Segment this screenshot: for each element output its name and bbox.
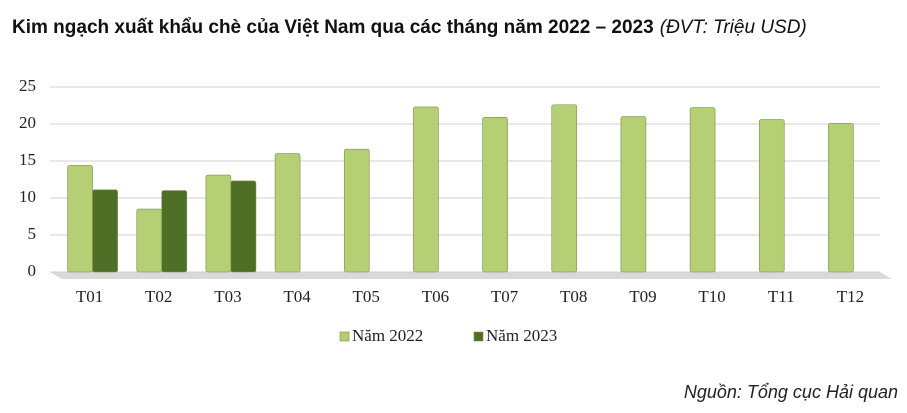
bar: [343, 148, 370, 273]
bar: [136, 208, 163, 273]
x-tick-label: T03: [214, 287, 241, 306]
legend-swatch: [473, 331, 484, 342]
floor: [50, 272, 892, 279]
legend-label: Năm 2022: [352, 326, 423, 345]
bar: [161, 190, 188, 273]
x-tick-label: T06: [422, 287, 449, 306]
y-tick-label: 25: [19, 76, 36, 95]
y-tick-label: 0: [28, 261, 37, 280]
bar: [205, 174, 232, 273]
chart-subtitle: (ĐVT: Triệu USD): [660, 17, 807, 38]
legend-label: Năm 2023: [486, 326, 557, 345]
x-tick-label: T08: [560, 287, 587, 306]
bar: [274, 153, 301, 273]
x-tick-label: T12: [837, 287, 864, 306]
source: Nguồn: Tổng cục Hải quan: [684, 382, 898, 402]
bar: [828, 122, 854, 273]
x-tick-label: T04: [283, 287, 311, 306]
y-tick-label: 10: [19, 187, 36, 206]
y-tick-label: 20: [19, 113, 36, 132]
bar: [482, 117, 508, 273]
y-tick-label: 5: [28, 224, 37, 243]
y-tick-label: 15: [19, 150, 36, 169]
x-tick-label: T01: [76, 287, 103, 306]
x-tick-label: T02: [145, 287, 172, 306]
x-tick-label: T10: [698, 287, 725, 306]
x-tick-label: T11: [768, 287, 795, 306]
bar: [620, 116, 647, 273]
bar: [230, 180, 257, 273]
title-line: Kim ngạch xuất khẩu chè của Việt Nam qua…: [12, 17, 807, 38]
bar: [413, 106, 439, 273]
bar: [67, 165, 93, 273]
legend-swatch: [339, 331, 350, 342]
bar: [551, 104, 578, 273]
x-tick-label: T09: [629, 287, 656, 306]
x-tick-label: T07: [491, 287, 519, 306]
x-tick-label: T05: [353, 287, 380, 306]
bar: [689, 107, 716, 273]
bar: [92, 189, 118, 273]
chart-title: Kim ngạch xuất khẩu chè của Việt Nam qua…: [12, 17, 654, 38]
bar: [758, 119, 785, 273]
